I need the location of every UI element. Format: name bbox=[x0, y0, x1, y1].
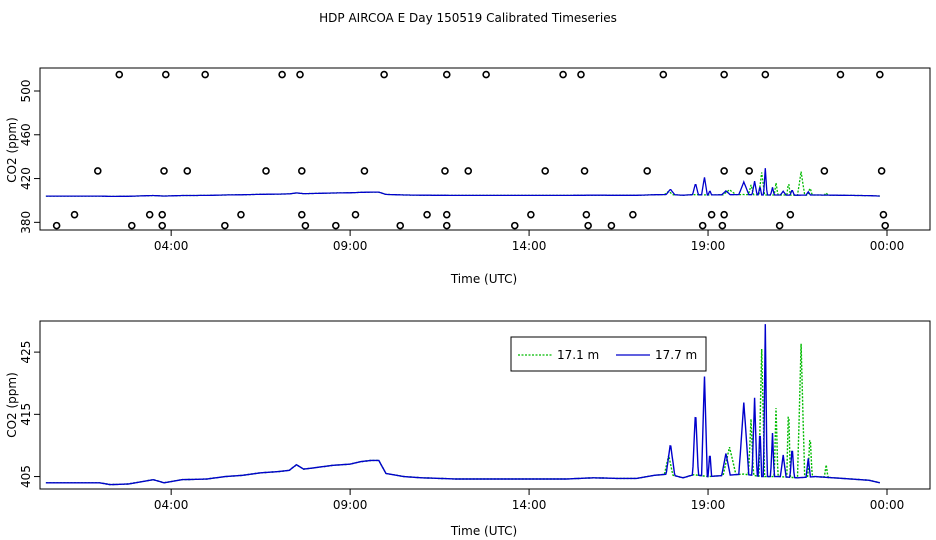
top-calibration-point-15 bbox=[93, 167, 102, 175]
top-calibration-point-40 bbox=[629, 210, 637, 219]
top-calibration-point-19 bbox=[298, 167, 306, 175]
top-calibration-point-10 bbox=[659, 70, 668, 79]
top-calibration-point-49 bbox=[301, 221, 310, 230]
top-calibration-point-0 bbox=[115, 70, 124, 79]
top-calibration-point-4 bbox=[296, 70, 304, 79]
bottom-x-tick-label-1: 09:00 bbox=[333, 498, 368, 512]
top-calibration-point-41 bbox=[707, 210, 716, 219]
legend-label-17-1m: 17.1 m bbox=[557, 348, 599, 362]
bottom-x-tick-label-3: 19:00 bbox=[691, 498, 726, 512]
legend: 17.1 m 17.7 m bbox=[510, 336, 707, 372]
top-calibration-point-20 bbox=[360, 167, 369, 175]
bottom-y-tick-label-0: 405 bbox=[19, 465, 33, 488]
top-x-tick-label-4: 00:00 bbox=[870, 239, 905, 253]
top-calibration-point-9 bbox=[577, 70, 585, 79]
top-calibration-point-3 bbox=[278, 70, 286, 79]
bottom-x-axis-label: Time (UTC) bbox=[450, 524, 517, 538]
top-calibration-point-7 bbox=[482, 70, 490, 79]
bottom-y-tick-label-1: 415 bbox=[19, 403, 33, 426]
top-calibration-point-11 bbox=[720, 70, 728, 79]
top-calibration-point-45 bbox=[52, 221, 61, 230]
top-y-axis-label: CO2 (ppm) bbox=[5, 117, 19, 183]
top-calibration-point-2 bbox=[201, 70, 209, 79]
top-y-tick-label-2: 460 bbox=[19, 123, 33, 146]
top-calibration-point-31 bbox=[145, 210, 154, 219]
top-calibration-point-1 bbox=[161, 70, 170, 79]
legend-box bbox=[510, 336, 707, 372]
top-calibration-point-53 bbox=[510, 221, 519, 230]
chart-title: HDP AIRCOA E Day 150519 Calibrated Times… bbox=[319, 11, 617, 25]
top-calibration-point-5 bbox=[380, 70, 388, 79]
top-calibration-point-43 bbox=[786, 210, 795, 219]
top-calibration-point-23 bbox=[541, 167, 549, 175]
top-calibration-point-8 bbox=[559, 70, 567, 79]
top-calibration-point-26 bbox=[720, 167, 728, 175]
top-x-tick-label-1: 09:00 bbox=[333, 239, 368, 253]
top-calibration-point-36 bbox=[423, 210, 431, 219]
top-calibration-point-38 bbox=[527, 210, 535, 219]
bottom-x-tick-label-0: 04:00 bbox=[154, 498, 189, 512]
bottom-series-line-1 bbox=[45, 324, 880, 486]
top-calibration-point-57 bbox=[718, 221, 727, 230]
top-calibration-point-24 bbox=[580, 167, 589, 175]
bottom-plot-frame bbox=[39, 320, 931, 490]
top-calibration-point-52 bbox=[442, 221, 451, 230]
legend-label-17-7m: 17.7 m bbox=[655, 348, 697, 362]
bottom-x-tick-label-4: 00:00 bbox=[870, 498, 905, 512]
top-calibration-point-54 bbox=[584, 221, 592, 230]
bottom-x-tick-label-2: 14:00 bbox=[512, 498, 547, 512]
top-calibration-point-42 bbox=[720, 210, 728, 219]
top-calibration-point-39 bbox=[582, 210, 591, 219]
top-calibration-point-14 bbox=[876, 70, 884, 79]
top-calibration-point-56 bbox=[698, 221, 707, 230]
top-calibration-point-46 bbox=[127, 221, 136, 230]
top-calibration-point-21 bbox=[441, 167, 449, 175]
top-calibration-point-58 bbox=[775, 221, 784, 230]
top-calibration-point-51 bbox=[396, 221, 405, 230]
top-calibration-point-44 bbox=[879, 210, 888, 219]
top-calibration-point-32 bbox=[158, 210, 167, 219]
top-calibration-point-16 bbox=[160, 167, 168, 175]
top-calibration-point-55 bbox=[607, 221, 616, 230]
top-x-tick-label-3: 19:00 bbox=[691, 239, 726, 253]
top-y-tick-label-1: 420 bbox=[19, 167, 33, 190]
top-calibration-point-6 bbox=[442, 70, 451, 79]
top-calibration-point-35 bbox=[351, 210, 360, 219]
top-calibration-point-22 bbox=[464, 167, 473, 175]
bottom-panel: 405 415 425 04:00 09:00 14:00 19:00 00:00 bbox=[19, 320, 931, 512]
top-plot-frame bbox=[39, 67, 931, 231]
top-calibration-point-47 bbox=[158, 221, 167, 230]
top-calibration-point-12 bbox=[761, 70, 770, 79]
top-series-line-1 bbox=[45, 168, 880, 198]
top-x-axis-label: Time (UTC) bbox=[450, 272, 517, 286]
top-y-tick-label-0: 380 bbox=[19, 211, 33, 234]
top-y-tick-label-3: 500 bbox=[19, 80, 33, 103]
top-calibration-point-18 bbox=[262, 167, 270, 175]
top-calibration-point-13 bbox=[836, 70, 845, 79]
top-calibration-point-48 bbox=[221, 221, 229, 230]
top-calibration-point-37 bbox=[442, 210, 451, 219]
bottom-y-tick-label-2: 425 bbox=[19, 341, 33, 364]
top-calibration-point-34 bbox=[298, 210, 306, 219]
top-calibration-point-25 bbox=[643, 167, 651, 175]
top-calibration-point-27 bbox=[745, 167, 754, 175]
top-panel: 380 420 460 500 04:00 09:00 14:00 19:00 00:00 bbox=[19, 67, 931, 253]
top-calibration-point-17 bbox=[183, 167, 192, 175]
top-calibration-point-50 bbox=[332, 221, 340, 230]
top-x-tick-label-0: 04:00 bbox=[154, 239, 189, 253]
top-x-tick-label-2: 14:00 bbox=[512, 239, 547, 253]
top-calibration-point-29 bbox=[877, 167, 886, 175]
top-calibration-point-30 bbox=[70, 210, 79, 219]
top-calibration-point-59 bbox=[881, 221, 890, 230]
bottom-y-axis-label: CO2 (ppm) bbox=[5, 372, 19, 438]
top-calibration-point-33 bbox=[237, 210, 245, 219]
top-calibration-point-28 bbox=[820, 167, 829, 175]
